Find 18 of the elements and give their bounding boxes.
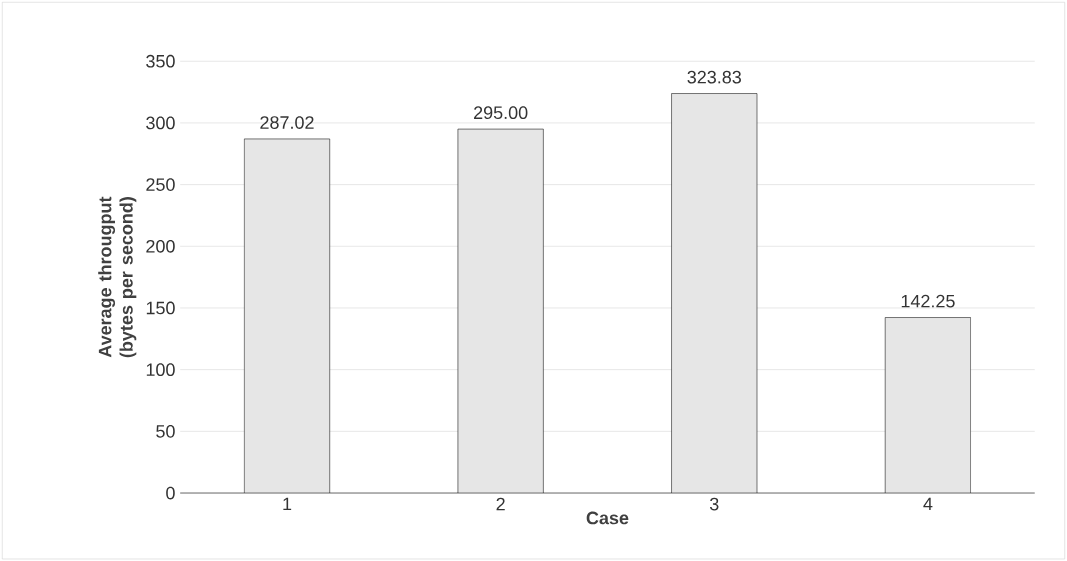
x-tick-label: 2 [496, 497, 505, 511]
data-label: 142.25 [901, 294, 955, 308]
data-label: 295.00 [474, 106, 528, 119]
y-tick-label: 100 [146, 363, 175, 376]
x-tick-label: 1 [283, 497, 292, 510]
data-label: 323.83 [687, 70, 741, 84]
x-axis-title: Case [586, 511, 629, 525]
y-tick-label: 0 [166, 486, 175, 500]
y-tick-label: 50 [156, 424, 175, 438]
y-tick-label: 250 [146, 178, 175, 191]
x-tick-label: 4 [923, 497, 933, 510]
y-tick-label: 350 [146, 54, 175, 68]
data-label: 287.02 [260, 116, 314, 129]
x-tick-label: 3 [709, 497, 719, 511]
y-tick-label: 300 [146, 116, 175, 130]
y-tick-label: 200 [146, 239, 175, 253]
y-tick-label: 150 [146, 301, 175, 315]
y-axis-title: Average througput (bytes per second) [98, 196, 137, 358]
